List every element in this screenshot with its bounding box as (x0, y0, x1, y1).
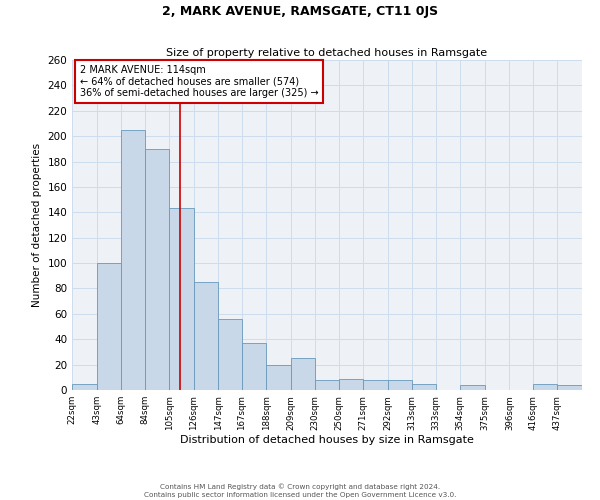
Text: 2 MARK AVENUE: 114sqm
← 64% of detached houses are smaller (574)
36% of semi-det: 2 MARK AVENUE: 114sqm ← 64% of detached … (80, 65, 318, 98)
Bar (121, 130, 145, 390)
Bar (338, 378, 363, 390)
Bar (266, 364, 291, 390)
Bar (194, 282, 218, 390)
Bar (363, 380, 388, 390)
Bar (145, 149, 169, 390)
Bar (291, 358, 316, 390)
Title: Size of property relative to detached houses in Ramsgate: Size of property relative to detached ho… (166, 48, 488, 58)
Bar (460, 385, 485, 390)
Bar (242, 343, 266, 390)
Y-axis label: Number of detached properties: Number of detached properties (32, 143, 42, 307)
Text: 2, MARK AVENUE, RAMSGATE, CT11 0JS: 2, MARK AVENUE, RAMSGATE, CT11 0JS (162, 5, 438, 18)
Bar (557, 385, 582, 390)
Bar (412, 384, 436, 390)
X-axis label: Distribution of detached houses by size in Ramsgate: Distribution of detached houses by size … (180, 436, 474, 446)
Bar (72, 384, 97, 390)
Bar (218, 319, 242, 390)
Bar (97, 263, 121, 390)
Text: Contains HM Land Registry data © Crown copyright and database right 2024.
Contai: Contains HM Land Registry data © Crown c… (144, 484, 456, 498)
Bar (388, 380, 412, 390)
Bar (169, 208, 194, 390)
Bar (316, 380, 338, 390)
Bar (533, 384, 557, 390)
